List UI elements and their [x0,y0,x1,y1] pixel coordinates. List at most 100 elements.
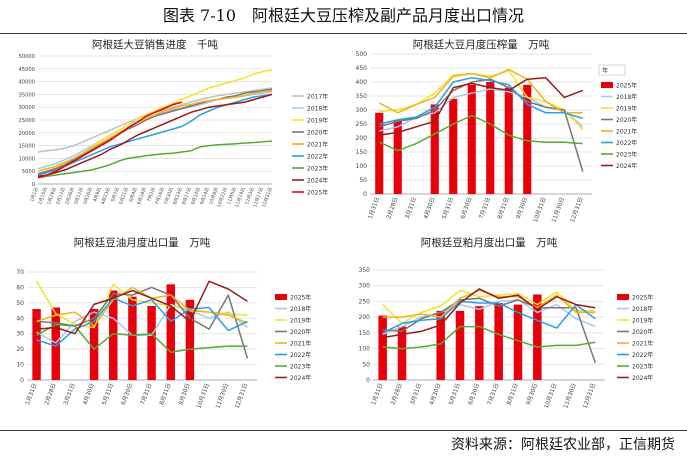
x-tick-label: 1月31日 [367,196,381,220]
x-tick-label: 8月31日 [496,196,510,220]
bottom-divider [0,430,687,431]
series-line-2022 [382,300,596,334]
x-tick-label: 8月31日 [506,382,520,406]
x-tick-label: 7月31日 [478,196,492,220]
y-tick-label: 30000 [18,105,35,111]
bar-2025-7 [486,82,495,194]
bar-2025-1 [32,309,41,380]
series-line-2024 [37,93,273,178]
x-tick-label: 3月12日 [73,187,85,206]
bar-2025-1 [375,112,384,194]
x-tick-label: 2月28日 [385,196,399,220]
x-tick-label: 12月3日 [244,187,256,206]
x-tick-label: 3月31日 [409,382,423,406]
legend-label-2021: 2021年 [632,340,653,348]
chart-title: 阿根廷大豆销售进度 千吨 [92,38,218,51]
y-tick-label: 50 [362,361,370,368]
series-line-2024 [379,77,584,136]
series-line-2018 [36,303,248,344]
legend-label-2019: 2019年 [616,105,637,113]
y-tick-label: 250 [359,298,371,305]
x-tick-label: 12月31日 [234,382,250,409]
y-tick-label: 30 [16,331,24,338]
series-line-2020 [37,88,273,175]
x-tick-label: 3月31日 [404,196,418,220]
legend-swatch-2025 [617,294,629,300]
y-tick-label: 20 [16,346,24,353]
series-line-2023 [378,114,583,152]
legend-label-2021: 2021年 [290,340,311,348]
series-line-2019 [35,280,248,329]
x-tick-label: 3月26日 [82,187,94,206]
x-tick-label: 5月31日 [101,382,115,406]
chart-soybean-sales-progress: 阿根廷大豆销售进度 千吨 0 5000 10000 15000 20000 25000 300… [18,38,328,208]
y-tick-label: 10000 [18,156,35,162]
y-tick-label: 35000 [18,92,35,98]
bar-2025-6 [128,296,137,380]
legend-label-2023: 2023年 [616,151,637,159]
y-tick-label: 0 [363,191,367,198]
x-tick-label: 9月10日 [190,187,202,206]
x-tick-label: 4月30日 [422,196,436,220]
y-tick-label: 350 [356,93,368,100]
x-tick-label: 10月8日 [208,187,220,206]
x-tick-label: 8月13日 [172,187,184,206]
y-tick-label: 40 [16,315,24,322]
x-tick-label: 1月15日 [37,187,49,206]
y-tick-label: 0 [20,377,24,384]
bar-2025-4 [436,310,445,380]
x-tick-label: 12月31日 [582,382,598,409]
y-tick-label: 350 [359,267,371,274]
x-tick-label: 6月18日 [136,187,148,206]
y-tick-label: 50 [16,300,24,307]
x-tick-label: 5月31日 [448,382,462,406]
x-tick-label: 5月21日 [118,187,130,206]
x-tick-label: 11月5日 [226,187,238,206]
series-line-2024 [36,280,248,335]
x-tick-label: 3月31日 [62,382,76,406]
x-tick-label: 4月30日 [82,382,96,406]
x-tick-label: 9月30日 [515,196,529,220]
bar-2025-8 [513,304,523,380]
legend-label-2022: 2022年 [307,153,328,161]
y-tick-label: 0 [366,377,370,384]
x-tick-label: 2月26日 [64,187,76,206]
legend-swatch-2025 [275,294,287,300]
x-tick-label: 1月31日 [370,382,384,406]
legend-label-2025: 2025年 [290,294,311,302]
x-tick-label: 7月2日 [146,187,157,203]
series-line-2022 [379,77,584,125]
x-tick-label: 2月28日 [390,382,404,406]
x-tick-label: 9月30日 [525,382,539,406]
y-tick-label: 50 [359,177,367,184]
chart-soymeal-exports: 阿根廷豆粕月度出口量 万吨 0 50 100 150 200 250 300 350 1月31日 2… [359,236,654,409]
x-tick-label: 4月23日 [100,187,112,206]
y-tick-label: 150 [356,149,368,156]
x-tick-label: 7月30日 [163,187,175,206]
bar-2025-8 [166,284,175,380]
legend-label-2019: 2019年 [290,317,311,325]
legend-label-2020: 2020年 [307,129,328,137]
bar-2025-7 [147,305,156,380]
legend-label-2024: 2024年 [616,162,637,170]
x-tick-label: 10月31日 [195,382,211,409]
y-tick-label: 100 [359,346,371,353]
legend-label-2018: 2018年 [616,93,637,101]
y-tick-label: 5000 [22,169,35,175]
legend-label-2024: 2024年 [307,177,328,185]
bar-2025-2 [397,326,407,380]
x-tick-label: 11月30日 [562,382,578,409]
chart-title: 阿根廷大豆月度压榨量 万吨 [413,38,550,51]
x-tick-label: 1月31日 [24,382,38,406]
legend-label-2025: 2025年 [307,189,328,197]
y-tick-label: 0 [32,182,35,188]
bar-2025-1 [378,315,387,380]
y-tick-label: 100 [356,163,368,170]
bar-2025-2 [393,119,402,194]
legend-label-2021: 2021年 [307,141,328,149]
chart-title: 阿根廷豆油月度出口量 万吨 [74,236,211,249]
x-tick-label: 2月28日 [43,382,57,406]
legend-label-2018: 2018年 [632,305,653,313]
legend-label-2025: 2025年 [632,294,653,302]
legend-label-2023: 2023年 [632,363,653,371]
